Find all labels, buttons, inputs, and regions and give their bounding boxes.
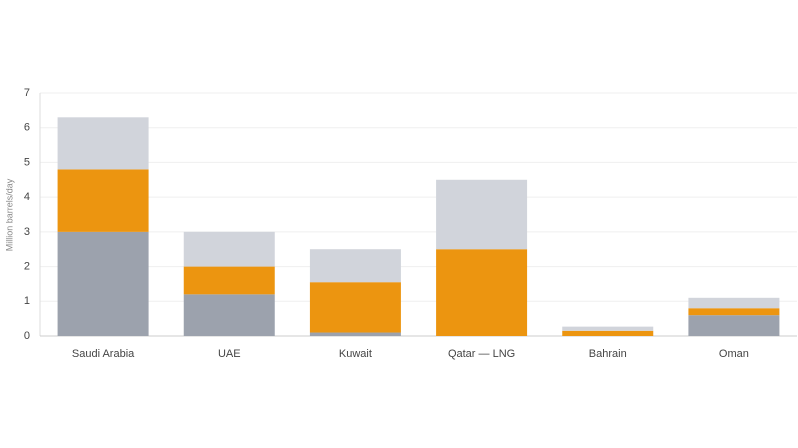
x-tick-label: Kuwait xyxy=(339,348,372,360)
bar-segment xyxy=(309,249,401,283)
y-tick-label: 6 xyxy=(24,122,30,134)
y-tick-label: 4 xyxy=(24,191,30,203)
x-tick-label: Saudi Arabia xyxy=(72,348,135,360)
x-tick-label: Qatar — LNG xyxy=(448,348,515,360)
bar-segment xyxy=(57,117,149,170)
bar-segment xyxy=(309,332,401,336)
y-tick-label: 2 xyxy=(24,260,30,272)
bar-segment xyxy=(436,249,528,336)
bar-segment xyxy=(309,282,401,333)
bar-segment xyxy=(688,297,780,309)
y-tick-label: 1 xyxy=(24,295,30,307)
y-axis-title: Million barrels/day xyxy=(4,178,14,251)
y-tick-label: 7 xyxy=(24,87,30,99)
bar-segment xyxy=(562,326,654,331)
bar-segment xyxy=(562,330,654,336)
x-tick-label: Bahrain xyxy=(589,348,627,360)
bar-segment xyxy=(183,231,275,267)
x-tick-label: Oman xyxy=(719,348,749,360)
bar-segment xyxy=(688,308,780,316)
bar-segment xyxy=(436,179,528,250)
bar-segment xyxy=(183,294,275,336)
bar-segment xyxy=(688,315,780,336)
bar-segment xyxy=(57,231,149,336)
y-tick-label: 5 xyxy=(24,156,30,168)
x-tick-label: UAE xyxy=(218,348,241,360)
bar-segment xyxy=(183,266,275,295)
y-tick-label: 0 xyxy=(24,330,30,342)
bar-segment xyxy=(57,169,149,232)
y-tick-label: 3 xyxy=(24,226,30,238)
